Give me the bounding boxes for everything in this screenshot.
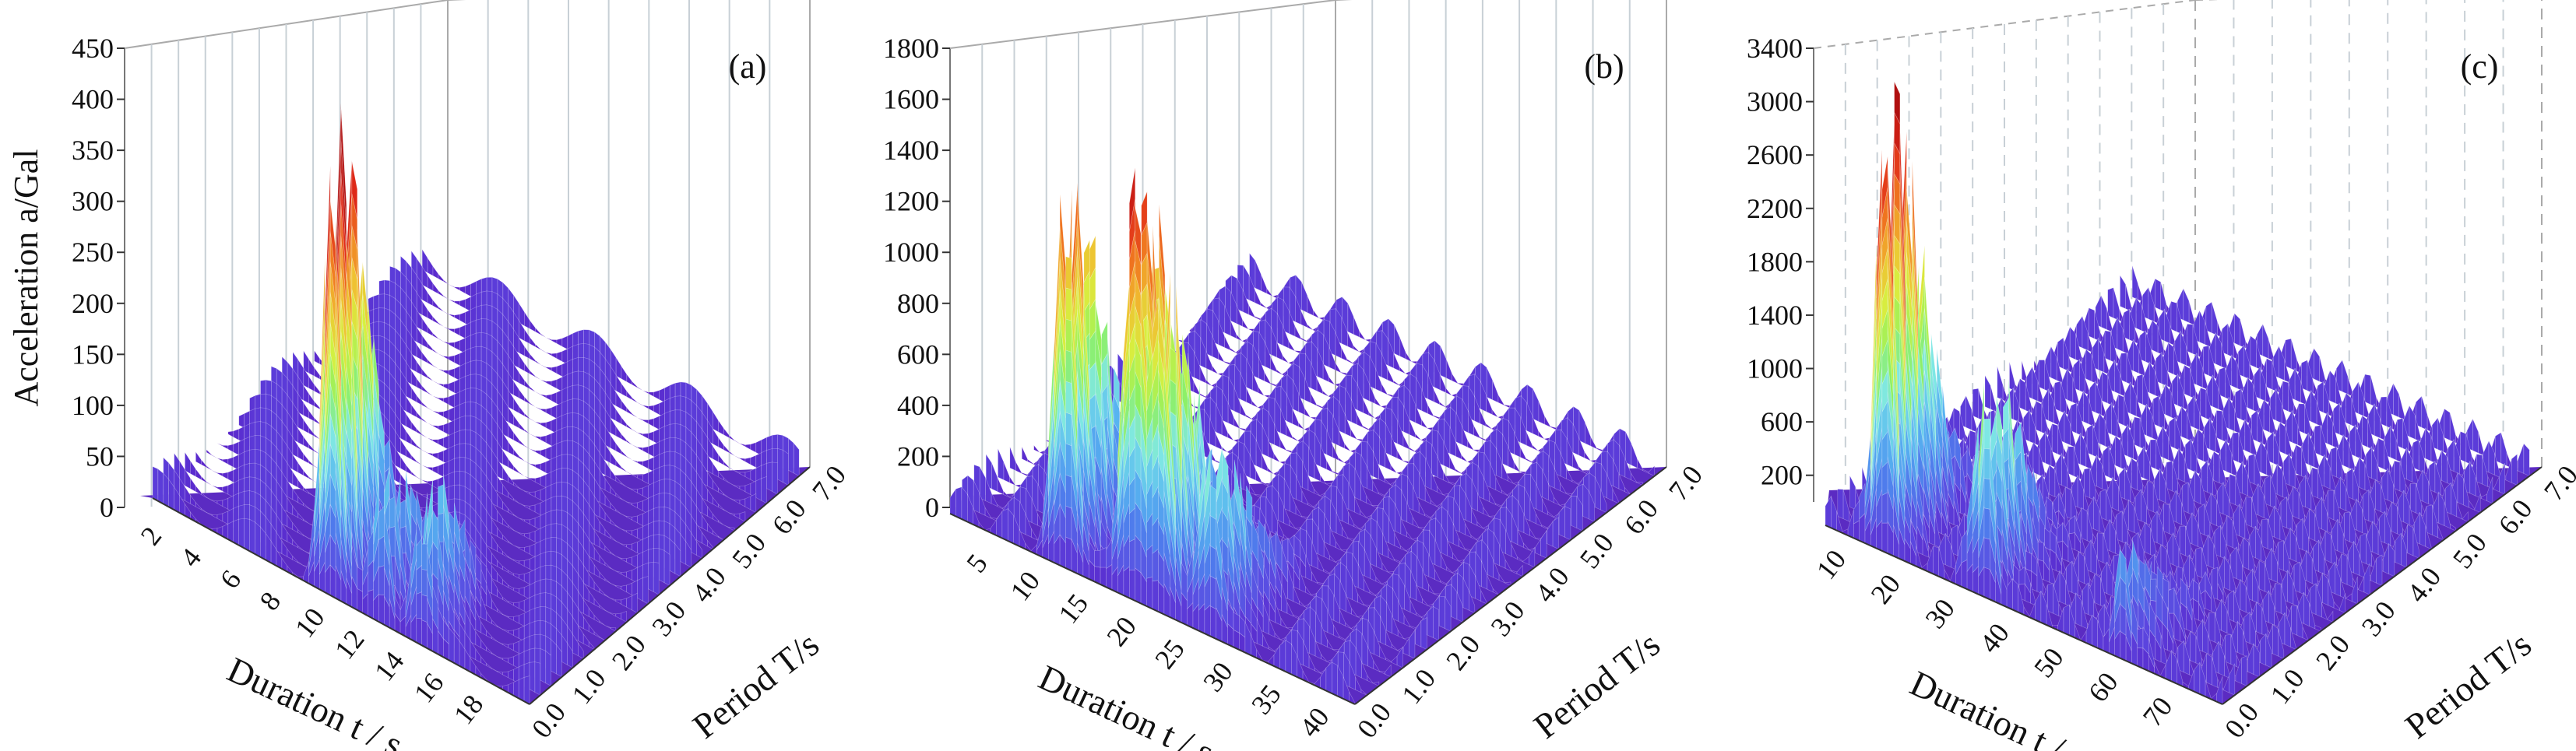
z-tick-label: 400 <box>897 390 939 421</box>
x-tick-label: 4 <box>174 542 208 573</box>
z-tick-label: 150 <box>72 339 114 370</box>
y-tick-label: 4.0 <box>2401 561 2447 608</box>
z-axis: 0 50 100 150 200 250 300 350 400 450 <box>72 33 125 523</box>
z-tick-label: 1200 <box>883 186 939 217</box>
chart-panel-c: 200 600 1000 1400 1800 2200 2600 3000 3400 10 20 30… <box>1716 0 2576 751</box>
z-tick-label: 1000 <box>1747 353 1803 384</box>
x-tick-label: 35 <box>1245 679 1287 720</box>
y-tick-label: 5.0 <box>1574 528 1620 574</box>
y-tick-label: 7.0 <box>806 460 852 507</box>
z-tick-label: 100 <box>72 390 114 421</box>
y-tick-label: 7.0 <box>1663 460 1709 507</box>
y-tick-label: 4.0 <box>686 561 732 608</box>
panel-label: (c) <box>2461 47 2499 86</box>
z-tick-label: 250 <box>72 237 114 268</box>
y-tick-label: 6.0 <box>766 493 812 540</box>
x-tick-label: 30 <box>1919 593 1961 634</box>
y-tick-label: 2.0 <box>606 629 652 676</box>
z-tick-label: 1400 <box>1747 300 1803 331</box>
z-tick-label: 1000 <box>883 237 939 268</box>
z-tick-label: 600 <box>897 339 939 370</box>
z-tick-label: 0 <box>925 492 939 523</box>
z-tick-label: 200 <box>897 440 939 472</box>
y-axis-title: Period T/s <box>1526 624 1667 746</box>
x-tick-label: 20 <box>1864 568 1906 609</box>
y-tick-label: 3.0 <box>646 595 692 642</box>
surface-plot-c: 200 600 1000 1400 1800 2200 2600 3000 3400 10 20 30… <box>1747 0 2576 751</box>
x-tick-label: 10 <box>1811 544 1853 585</box>
x-tick-label: 12 <box>329 624 371 665</box>
x-tick-label: 25 <box>1149 633 1191 675</box>
z-tick-label: 800 <box>897 288 939 319</box>
panel-label: (b) <box>1584 47 1624 86</box>
y-tick-label: 5.0 <box>2447 528 2493 574</box>
z-tick-label: 450 <box>72 33 114 64</box>
z-axis: 0 200 400 600 800 1000 1200 1400 1600 1800 <box>883 33 950 523</box>
z-tick-label: 400 <box>72 84 114 115</box>
x-tick-label: 16 <box>408 667 450 708</box>
x-tick-label: 2 <box>135 521 168 551</box>
x-tick-label: 10 <box>1005 565 1047 606</box>
y-tick-label: 1.0 <box>2265 663 2310 710</box>
z-tick-label: 1800 <box>1747 246 1803 277</box>
y-tick-label: 0.0 <box>2219 697 2265 744</box>
z-tick-label: 1800 <box>883 33 939 64</box>
surface-plot-b: 0 200 400 600 800 1000 1200 1400 1600 1800 5 101520… <box>883 0 1709 751</box>
x-tick-label: 20 <box>1100 611 1142 652</box>
y-tick-label: 3.0 <box>1484 595 1530 642</box>
x-tick-label: 10 <box>289 602 331 644</box>
chart-panel-b: 0 200 400 600 800 1000 1200 1400 1600 1800 5 10 15 20… <box>857 0 1716 751</box>
y-tick-label: 5.0 <box>726 528 772 574</box>
y-axis-title: Period T/s <box>2398 624 2539 746</box>
z-tick-label: 2200 <box>1747 193 1803 224</box>
chart-panel-a: 0 50 100 150 200 250 300 350 400 450 2 4 6 8 10 12 14 16 1… <box>0 0 857 751</box>
x-tick-label: 5 <box>960 548 994 578</box>
x-tick-label: 8 <box>254 586 287 616</box>
y-tick-label: 3.0 <box>2356 595 2402 642</box>
x-tick-label: 50 <box>2028 642 2070 683</box>
surface-mesh <box>1825 81 2530 705</box>
z-tick-label: 1400 <box>883 135 939 166</box>
y-tick-label: 1.0 <box>565 663 611 710</box>
surface-mesh <box>949 167 1655 705</box>
z-tick-label: 350 <box>72 135 114 166</box>
y-axis-title: Period T/s <box>685 624 826 746</box>
y-tick-label: 2.0 <box>2310 629 2356 676</box>
x-tick-label: 60 <box>2082 666 2124 707</box>
z-tick-label: 3000 <box>1747 86 1803 118</box>
x-tick-label: 14 <box>368 645 410 686</box>
x-tick-label: 70 <box>2137 691 2179 732</box>
z-tick-label: 2600 <box>1747 139 1803 170</box>
x-tick-label: 40 <box>1293 701 1336 742</box>
x-tick-label: 18 <box>448 689 490 730</box>
x-axis-title: Duration t / s <box>1033 657 1219 751</box>
y-tick-label: 0.0 <box>1351 697 1397 744</box>
panel-label: (a) <box>729 47 767 86</box>
z-tick-label: 3400 <box>1747 33 1803 64</box>
y-tick-label: 6.0 <box>1618 493 1664 540</box>
y-tick-label: 7.0 <box>2538 460 2576 507</box>
z-tick-label: 300 <box>72 186 114 217</box>
z-tick-label: 1600 <box>883 84 939 115</box>
z-tick-label: 200 <box>72 288 114 319</box>
x-tick-label: 30 <box>1197 656 1239 697</box>
y-tick-label: 4.0 <box>1529 561 1575 608</box>
z-tick-label: 200 <box>1761 460 1803 491</box>
y-tick-label: 0.0 <box>526 697 572 744</box>
x-axis-title: Duration t / s <box>1904 663 2091 751</box>
z-tick-label: 600 <box>1761 406 1803 437</box>
z-tick-label: 0 <box>100 492 114 523</box>
x-tick-label: 15 <box>1052 588 1094 630</box>
surface-plot-a: 0501001502002503003504004502468101214161… <box>7 0 852 751</box>
z-tick-label: 50 <box>86 440 114 472</box>
z-axis: 200 600 1000 1400 1800 2200 2600 3000 3400 <box>1747 33 1814 491</box>
surface-mesh <box>152 103 800 705</box>
y-tick-label: 1.0 <box>1395 663 1441 710</box>
y-tick-label: 2.0 <box>1440 629 1486 676</box>
x-tick-label: 40 <box>1973 617 2015 658</box>
x-tick-label: 6 <box>214 564 248 595</box>
y-tick-label: 6.0 <box>2492 493 2538 540</box>
z-axis-title: Acceleration a/Gal <box>7 149 45 406</box>
